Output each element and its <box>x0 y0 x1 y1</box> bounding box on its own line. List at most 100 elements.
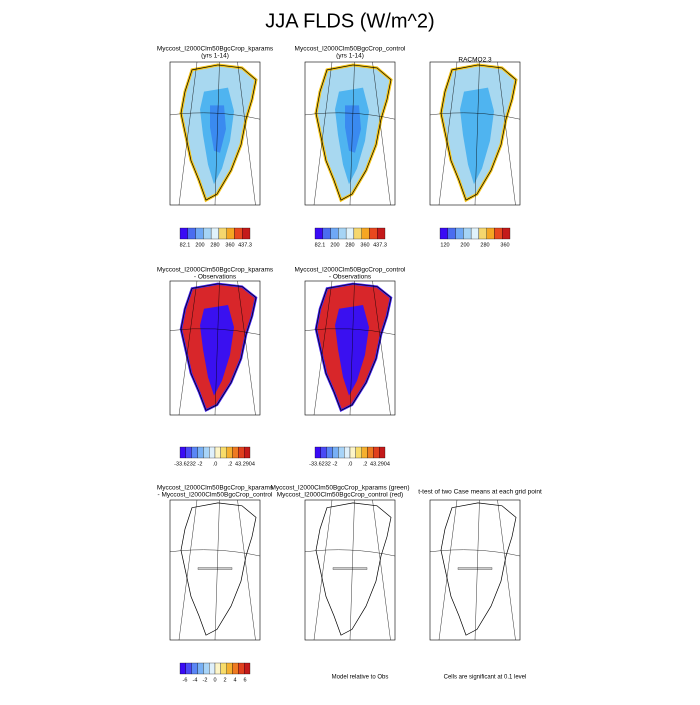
colorbar-cell <box>502 227 511 240</box>
colorbar-cell <box>226 662 233 675</box>
meridian <box>349 61 355 206</box>
bar-marker <box>197 567 233 570</box>
parallel <box>304 549 396 557</box>
colorbar-cell <box>314 227 323 240</box>
colorbar-cell <box>232 446 239 459</box>
meridian <box>214 61 220 206</box>
colorbar-label: 437.3 <box>238 242 252 248</box>
bar-marker <box>457 567 493 570</box>
colorbar-cell <box>349 446 356 459</box>
colorbar-cell <box>361 446 368 459</box>
colorbar-cell <box>220 446 227 459</box>
colorbar-cell <box>330 227 339 240</box>
greenland <box>315 502 392 636</box>
meridian <box>497 61 516 206</box>
colorbar-label: 200 <box>195 242 204 248</box>
greenland <box>440 502 517 636</box>
colorbar-cell <box>203 227 212 240</box>
map <box>169 61 261 206</box>
colorbar-cell <box>447 227 456 240</box>
colorbar-cell <box>439 227 448 240</box>
panel-title: t-test of two Case means at each grid po… <box>418 489 542 496</box>
meridian <box>372 61 391 206</box>
panel-title: - Observations <box>329 274 372 281</box>
colorbar-label: 280 <box>210 242 219 248</box>
colorbar-cell <box>244 662 251 675</box>
parallel <box>304 112 396 120</box>
map <box>429 499 521 641</box>
colorbar-cell <box>238 662 245 675</box>
colorbar-label: 437.3 <box>373 242 387 248</box>
colorbar-cell <box>478 227 487 240</box>
colorbar-cell <box>367 446 374 459</box>
colorbar-cell <box>197 446 204 459</box>
colorbar-cell <box>191 662 198 675</box>
colorbar-cell <box>344 446 351 459</box>
colorbar-cell <box>203 446 210 459</box>
panel-title: Myccost_I2000Clm50BgcCrop_control <box>295 46 406 53</box>
colorbar-label: 0 <box>213 677 216 683</box>
colorbar-cell <box>377 227 386 240</box>
colorbar-cell <box>232 662 239 675</box>
colorbar-label: .2 <box>228 461 233 467</box>
colorbar-label: .0 <box>213 461 218 467</box>
meridian <box>474 61 480 206</box>
colorbar-cell <box>209 662 216 675</box>
map <box>304 61 396 206</box>
colorbar-cell <box>197 662 204 675</box>
colorbar-cell <box>226 446 233 459</box>
meridian <box>178 61 198 206</box>
parallel <box>429 112 521 120</box>
colorbar-label: 4 <box>233 677 236 683</box>
colorbar-cell <box>195 227 204 240</box>
colorbar-cell <box>220 662 227 675</box>
colorbar-cell <box>373 446 380 459</box>
parallel <box>169 549 261 557</box>
coast <box>440 64 517 201</box>
map <box>429 61 521 206</box>
parallel <box>169 328 261 335</box>
panel-title: - Observations <box>194 274 237 281</box>
colorbar-cell <box>226 227 235 240</box>
panel-title: - Myccost_I2000Clm50BgcCrop_control <box>158 492 273 499</box>
colorbar-cell <box>214 446 221 459</box>
meridian <box>497 499 516 641</box>
colorbar-cell <box>209 446 216 459</box>
meridian <box>178 499 198 641</box>
meridian <box>438 61 458 206</box>
colorbar-cell <box>338 227 347 240</box>
map <box>169 280 261 416</box>
colorbar-cell <box>455 227 464 240</box>
greenland <box>180 502 257 636</box>
coast <box>180 283 257 411</box>
colorbar-cell <box>179 662 186 675</box>
colorbar-cell <box>179 446 186 459</box>
map <box>169 499 261 641</box>
colorbar-label: -2 <box>203 677 208 683</box>
coast <box>315 283 392 411</box>
panel-title: (yrs 1-14) <box>336 53 364 60</box>
map <box>304 499 396 641</box>
colorbar-label: 2 <box>223 677 226 683</box>
panel-title: Myccost_I2000Clm50BgcCrop_control <box>295 267 406 274</box>
colorbar-cell <box>179 227 188 240</box>
colorbar-label: 280 <box>480 242 489 248</box>
coast <box>315 64 392 201</box>
panel-title: (yrs 1-14) <box>201 53 229 60</box>
colorbar-cell <box>185 662 192 675</box>
note: Model relative to Obs <box>332 675 389 681</box>
colorbar-cell <box>345 227 355 240</box>
colorbar-label: 200 <box>330 242 339 248</box>
colorbar-cell <box>355 446 362 459</box>
meridian <box>313 499 333 641</box>
colorbar-cell <box>191 446 198 459</box>
colorbar-cell <box>322 227 331 240</box>
colorbar-label: 82.1 <box>315 242 326 248</box>
colorbar-cell <box>314 446 321 459</box>
colorbar-label: -33.6232 <box>309 461 331 467</box>
colorbar-label: -6 <box>183 677 188 683</box>
colorbar-label: 200 <box>460 242 469 248</box>
colorbar-cell <box>470 227 480 240</box>
colorbar-label: 280 <box>345 242 354 248</box>
panel-title: Myccost_I2000Clm50BgcCrop_control (red) <box>277 492 403 499</box>
